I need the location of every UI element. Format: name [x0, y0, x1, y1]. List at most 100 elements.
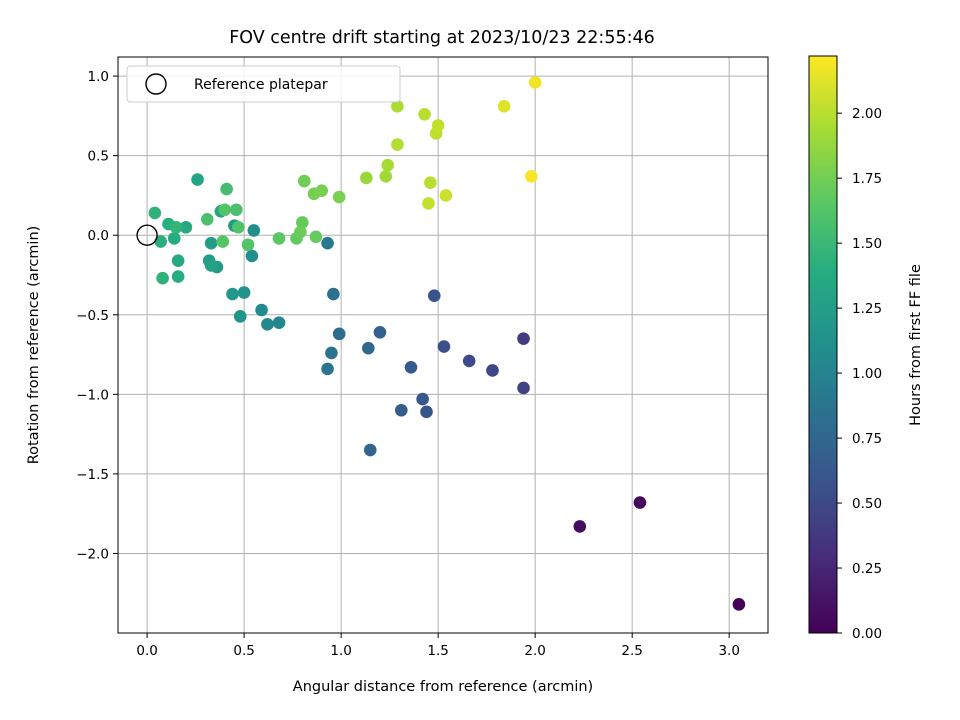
x-tick-label: 1.0 — [330, 643, 351, 659]
scatter-point — [179, 220, 193, 234]
scatter-point — [517, 332, 530, 345]
y-tick-label: 1.0 — [88, 69, 109, 85]
scatter-point — [220, 182, 233, 196]
scatter-point — [517, 381, 530, 395]
scatter-point — [218, 203, 232, 217]
scatter-point — [332, 190, 346, 204]
scatter-point — [226, 287, 239, 301]
scatter-point — [191, 173, 204, 186]
x-tick-label: 0.0 — [136, 643, 157, 659]
scatter-point — [379, 170, 393, 183]
colorbar-tick-label: 0.75 — [852, 431, 882, 447]
scatter-point — [200, 212, 214, 226]
scatter-point — [296, 216, 309, 229]
x-tick-label: 3.0 — [718, 643, 739, 659]
legend-entry-reference-platepar: Reference platepar — [194, 77, 328, 93]
y-tick-label: 0.0 — [88, 228, 109, 244]
scatter-point — [294, 225, 307, 239]
scatter-point — [420, 405, 433, 419]
scatter-point — [154, 235, 167, 248]
scatter-point — [231, 220, 245, 234]
legend: Reference platepar — [126, 65, 401, 103]
colorbar-tick-label: 1.75 — [852, 171, 882, 187]
scatter-point — [573, 520, 587, 533]
scatter-point — [633, 496, 647, 509]
scatter-point — [416, 392, 429, 406]
scatter-point — [327, 287, 340, 301]
scatter-point — [424, 176, 437, 190]
legend-marker-circle — [145, 73, 167, 95]
y-axis-label: Rotation from reference (arcmin) — [26, 226, 42, 465]
scatter-point — [233, 310, 247, 323]
scatter-point — [404, 360, 418, 374]
x-tick-label: 1.5 — [427, 643, 448, 659]
scatter-point — [156, 271, 169, 285]
y-tick-label: 0.5 — [88, 149, 109, 165]
scatter-point — [486, 364, 499, 377]
plot-area-frame — [117, 56, 769, 634]
scatter-point — [325, 346, 338, 360]
scatter-point — [237, 286, 251, 299]
y-axis-ticks: −2.0 −1.5 −1.0 −0.5 0.0 0.5 1.0 — [76, 69, 118, 562]
y-tick-label: −1.0 — [76, 387, 109, 403]
colorbar-label: Hours from first FF file — [908, 264, 924, 426]
scatter-point — [321, 362, 334, 376]
scatter-point — [394, 403, 408, 417]
legend-box — [126, 65, 401, 103]
scatter-point — [272, 316, 286, 330]
scatter-point — [309, 230, 323, 244]
colorbar — [808, 55, 838, 634]
scatter-point — [363, 443, 377, 457]
scatter-point — [169, 220, 183, 234]
x-tick-label: 2.0 — [524, 643, 545, 659]
x-axis-ticks: 0.0 0.5 1.0 1.5 2.0 2.5 3.0 — [136, 633, 740, 659]
scatter-point — [255, 303, 268, 317]
scatter-point — [381, 158, 395, 172]
scatter-point — [261, 318, 274, 331]
y-tick-label: −0.5 — [76, 308, 109, 324]
grid-lines — [118, 57, 768, 633]
scatter-point — [272, 232, 286, 245]
scatter-point — [528, 76, 542, 89]
scatter-point — [462, 354, 476, 368]
scatter-point — [204, 259, 218, 272]
x-axis-label: Angular distance from reference (arcmin) — [293, 679, 593, 695]
chart-title: FOV centre drift starting at 2023/10/23 … — [229, 28, 655, 48]
colorbar-tick-label: 1.25 — [852, 301, 882, 317]
reference-platepar-marker — [136, 224, 158, 246]
scatter-point — [247, 224, 261, 237]
data-points — [136, 76, 746, 611]
colorbar-tick-label: 0.50 — [852, 496, 882, 512]
scatter-point — [427, 289, 441, 302]
scatter-point — [437, 340, 451, 353]
y-tick-label: −1.5 — [76, 467, 109, 483]
scatter-point — [360, 171, 373, 185]
scatter-point — [332, 327, 346, 341]
colorbar-tick-label: 2.00 — [852, 106, 882, 122]
scatter-point — [439, 189, 453, 202]
scatter-point — [315, 184, 329, 197]
colorbar-tick-label: 1.00 — [852, 366, 882, 382]
scatter-point — [391, 100, 404, 113]
scatter-point — [431, 119, 445, 132]
scatter-point — [732, 598, 746, 611]
colorbar-tick-label: 0.00 — [852, 626, 882, 642]
scatter-point — [230, 203, 243, 217]
colorbar-tick-label: 0.25 — [852, 561, 882, 577]
scatter-point — [497, 100, 511, 113]
scatter-point — [216, 235, 230, 248]
scatter-point — [418, 107, 431, 121]
y-tick-label: −2.0 — [76, 546, 109, 562]
scatter-point — [297, 174, 311, 188]
scatter-point — [171, 254, 185, 267]
scatter-point — [391, 138, 404, 151]
scatter-point — [422, 197, 435, 210]
x-tick-label: 0.5 — [233, 643, 254, 659]
scatter-point — [361, 341, 375, 355]
scatter-point — [524, 170, 538, 183]
scatter-point — [241, 238, 255, 252]
colorbar-tick-label: 1.50 — [852, 236, 882, 252]
colorbar-ticks: 0.00 0.25 0.50 0.75 1.00 1.25 1.50 1.75 2.00 — [837, 106, 882, 642]
scatter-point — [167, 232, 181, 245]
